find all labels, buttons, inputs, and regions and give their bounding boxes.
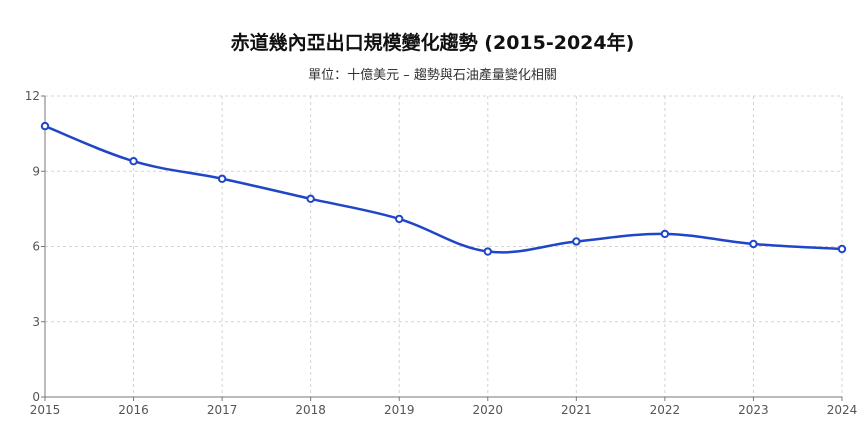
data-point bbox=[217, 174, 227, 183]
series-line bbox=[44, 124, 843, 254]
x-tick-label: 2020 bbox=[473, 403, 504, 417]
data-point bbox=[306, 194, 315, 204]
x-tick-label: 2017 bbox=[207, 403, 238, 417]
x-tick-label: 2018 bbox=[295, 403, 326, 417]
y-tick-label: 0 bbox=[32, 390, 40, 404]
data-point bbox=[572, 237, 581, 246]
x-tick-label: 2016 bbox=[118, 403, 149, 417]
x-tick-label: 2015 bbox=[30, 403, 61, 417]
data-point bbox=[129, 157, 138, 166]
data-point bbox=[483, 247, 492, 256]
data-point bbox=[749, 239, 758, 249]
x-tick-label: 2021 bbox=[561, 403, 592, 417]
chart-subtitle: 單位：十億美元 – 趨勢與石油產量變化相關 bbox=[308, 68, 557, 83]
x-tick-label: 2023 bbox=[738, 403, 769, 417]
grid-lines bbox=[45, 95, 843, 397]
x-tick-label: 2022 bbox=[650, 403, 681, 417]
chart-title: 赤道幾內亞出口規模變化趨勢 (2015-2024年) bbox=[230, 32, 635, 54]
data-point bbox=[40, 121, 50, 131]
x-tick-label: 2019 bbox=[384, 403, 415, 417]
tick-labels: 0 3 6 9 12 2015 2016 2017 2018 2019 2020 2021 2022 20… bbox=[25, 89, 858, 417]
data-point bbox=[395, 214, 404, 224]
series-layer bbox=[40, 121, 847, 256]
data-point bbox=[837, 244, 847, 254]
y-tick-label: 9 bbox=[32, 164, 40, 178]
x-tick-label: 2024 bbox=[827, 403, 858, 417]
data-point bbox=[660, 229, 670, 239]
axes bbox=[41, 95, 843, 401]
y-tick-label: 12 bbox=[25, 89, 40, 103]
y-tick-label: 6 bbox=[32, 240, 40, 254]
y-tick-label: 3 bbox=[32, 315, 40, 329]
